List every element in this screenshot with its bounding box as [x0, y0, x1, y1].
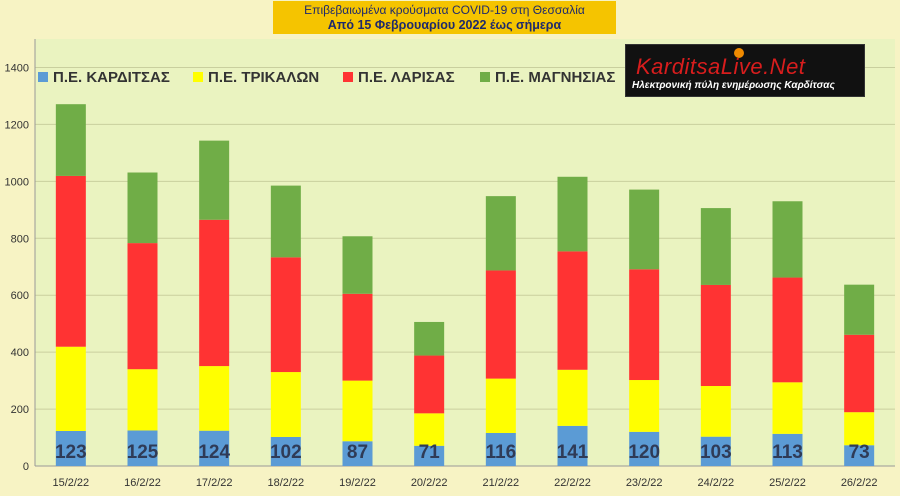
bar-segment	[270, 436, 301, 466]
legend-label: Π.Ε. ΤΡΙΚΑΛΩΝ	[208, 69, 319, 86]
bar-segment	[772, 433, 803, 466]
bar-segment	[557, 176, 588, 252]
bar-segment	[629, 380, 660, 432]
logo-tagline: Ηλεκτρονική πύλη ενημέρωσης Καρδίτσας	[632, 80, 835, 91]
bar-segment	[844, 445, 875, 466]
y-tick-label: 1200	[5, 119, 29, 131]
chart-title-box: Επιβεβαιωμένα κρούσματα COVID-19 στη Θεσ…	[273, 1, 616, 34]
bar-segment	[342, 236, 373, 294]
bar-segment	[629, 431, 660, 466]
data-label: 87	[347, 442, 368, 463]
bar-segment	[127, 369, 158, 431]
bar-segment	[557, 369, 588, 426]
x-tick-label: 23/2/22	[626, 477, 663, 489]
bar-segment	[199, 366, 230, 431]
bar-segment	[127, 172, 158, 244]
bar-segment	[557, 425, 588, 466]
legend-label: Π.Ε. ΚΑΡΔΙΤΣΑΣ	[53, 69, 170, 86]
y-tick-label: 1400	[5, 62, 29, 74]
legend-swatch	[193, 72, 203, 82]
bar-segment	[844, 284, 875, 335]
x-tick-label: 16/2/22	[124, 477, 161, 489]
x-tick-label: 15/2/22	[52, 477, 89, 489]
legend-swatch	[480, 72, 490, 82]
chart-title-line2: Από 15 Φεβρουαρίου 2022 έως σήμερα	[327, 18, 562, 32]
bar-segment	[270, 257, 301, 373]
bar-segment	[270, 185, 301, 258]
y-tick-label: 600	[11, 290, 29, 302]
data-label: 73	[849, 442, 870, 463]
data-label: 102	[270, 442, 302, 463]
bar-segment	[772, 201, 803, 278]
bar-segment	[700, 208, 731, 285]
bar-segment	[700, 386, 731, 437]
legend-label: Π.Ε. ΜΑΓΝΗΣΙΑΣ	[495, 69, 615, 86]
x-tick-label: 17/2/22	[196, 477, 233, 489]
data-label: 113	[772, 442, 803, 463]
bar-segment	[414, 445, 445, 466]
bar-segment	[199, 140, 230, 220]
x-tick-label: 20/2/22	[411, 477, 448, 489]
bar-segment	[199, 219, 230, 367]
legend-label: Π.Ε. ΛΑΡΙΣΑΣ	[358, 69, 455, 86]
bar-segment	[127, 430, 158, 466]
y-tick-label: 200	[11, 404, 29, 416]
data-label: 116	[486, 442, 517, 463]
bar-segment	[844, 412, 875, 446]
bar-segment	[414, 413, 445, 446]
bar-segment	[55, 430, 86, 466]
chart-title-line1: Επιβεβαιωμένα κρούσματα COVID-19 στη Θεσ…	[304, 3, 585, 17]
y-tick-label: 400	[11, 347, 29, 359]
legend-swatch	[38, 72, 48, 82]
bar-segment	[557, 251, 588, 370]
logo-figure-icon	[734, 48, 744, 58]
x-tick-label: 18/2/22	[267, 477, 304, 489]
bar-segment	[199, 430, 230, 466]
bar-segment	[342, 293, 373, 381]
bar-segment	[342, 441, 373, 466]
data-label: 124	[198, 442, 230, 463]
x-tick-label: 25/2/22	[769, 477, 806, 489]
data-label: 123	[55, 442, 87, 463]
bar-segment	[772, 382, 803, 434]
bar-segment	[485, 270, 516, 379]
bar-segment	[485, 196, 516, 271]
bar-segment	[629, 269, 660, 381]
bar-segment	[485, 378, 516, 433]
bar-segment	[700, 284, 731, 387]
bar-segment	[772, 277, 803, 383]
bar-segment	[127, 243, 158, 370]
bar-segment	[414, 355, 445, 414]
bar-segment	[844, 334, 875, 413]
x-tick-label: 26/2/22	[841, 477, 878, 489]
bar-segment	[55, 104, 86, 176]
y-tick-label: 1000	[5, 176, 29, 188]
data-label: 120	[628, 442, 660, 463]
legend-swatch	[343, 72, 353, 82]
x-tick-label: 24/2/22	[697, 477, 734, 489]
bar-segment	[414, 321, 445, 356]
y-tick-label: 0	[23, 461, 29, 473]
bar-segment	[55, 175, 86, 347]
bar-segment	[629, 189, 660, 270]
data-label: 125	[127, 442, 159, 463]
bar-segment	[485, 432, 516, 466]
data-label: 103	[700, 442, 732, 463]
x-tick-label: 22/2/22	[554, 477, 591, 489]
karditsalive-logo: KarditsaLive.Net Ηλεκτρονική πύλη ενημέρ…	[625, 44, 865, 97]
y-tick-label: 800	[11, 233, 29, 245]
logo-brand-text: KarditsaLive.Net	[636, 54, 806, 79]
bar-segment	[55, 346, 86, 431]
bar-segment	[700, 436, 731, 466]
bar-segment	[342, 380, 373, 442]
data-label: 71	[419, 442, 441, 463]
x-tick-label: 19/2/22	[339, 477, 376, 489]
bar-segment	[270, 372, 301, 437]
data-label: 141	[557, 442, 589, 463]
plot-area	[35, 39, 895, 466]
x-tick-label: 21/2/22	[482, 477, 519, 489]
